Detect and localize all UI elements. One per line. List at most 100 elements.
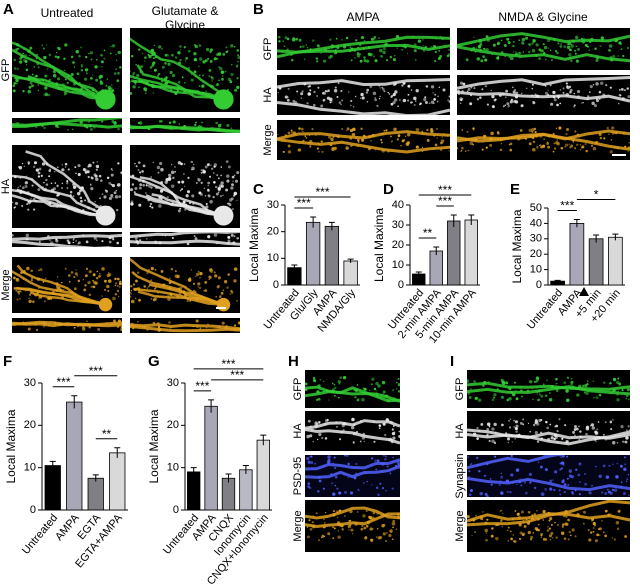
punctum xyxy=(566,455,569,458)
punctum xyxy=(162,188,166,191)
punctum xyxy=(424,100,428,105)
punctum xyxy=(578,136,581,138)
punctum xyxy=(346,127,350,131)
punctum xyxy=(336,510,340,514)
punctum xyxy=(101,120,104,123)
punctum xyxy=(343,474,345,476)
punctum xyxy=(212,85,214,87)
punctum xyxy=(500,475,504,479)
punctum xyxy=(27,162,30,165)
punctum xyxy=(536,393,538,395)
punctum xyxy=(154,268,157,271)
punctum xyxy=(120,326,122,329)
punctum xyxy=(500,519,503,522)
punctum xyxy=(382,390,386,394)
punctum xyxy=(306,46,309,49)
dendrite xyxy=(130,325,240,333)
punctum xyxy=(559,45,563,48)
punctum xyxy=(114,293,118,296)
punctum xyxy=(532,532,534,534)
punctum xyxy=(553,488,556,492)
punctum xyxy=(617,377,620,380)
punctum xyxy=(561,525,564,528)
punctum xyxy=(308,134,311,137)
punctum xyxy=(168,173,172,178)
punctum xyxy=(168,121,172,124)
punctum xyxy=(14,67,17,70)
punctum xyxy=(493,98,497,102)
punctum xyxy=(619,464,623,468)
punctum xyxy=(554,426,556,428)
punctum xyxy=(77,164,81,168)
punctum xyxy=(222,289,225,292)
punctum xyxy=(236,77,239,80)
punctum xyxy=(198,57,203,61)
punctum xyxy=(330,137,334,141)
punctum xyxy=(104,209,106,211)
punctum xyxy=(507,437,510,441)
punctum xyxy=(430,45,432,48)
punctum xyxy=(627,151,629,153)
punctum xyxy=(357,140,360,143)
punctum xyxy=(341,424,345,428)
punctum xyxy=(117,319,122,323)
punctum xyxy=(549,49,552,52)
punctum xyxy=(477,464,480,467)
punctum xyxy=(194,275,197,278)
punctum xyxy=(169,70,173,75)
punctum xyxy=(110,173,114,177)
punctum xyxy=(627,398,630,401)
punctum xyxy=(12,234,14,237)
scale-bar xyxy=(612,154,626,156)
punctum xyxy=(47,235,50,238)
punctum xyxy=(481,148,484,151)
punctum xyxy=(552,150,555,153)
y-axis-label: Local Maxima xyxy=(372,208,386,282)
punctum xyxy=(87,280,91,285)
punctum xyxy=(565,440,569,444)
punctum xyxy=(15,277,19,281)
punctum xyxy=(512,90,516,94)
punctum xyxy=(178,61,182,65)
punctum xyxy=(509,530,512,533)
punctum xyxy=(528,511,530,513)
dendrite xyxy=(457,90,630,103)
punctum xyxy=(215,192,219,196)
punctum xyxy=(199,125,203,129)
punctum xyxy=(381,394,383,396)
punctum xyxy=(622,131,626,135)
y-axis-label: Local Maxima xyxy=(4,409,18,483)
punctum xyxy=(531,87,534,90)
punctum xyxy=(19,190,23,194)
punctum xyxy=(332,537,335,540)
punctum xyxy=(60,281,63,284)
punctum xyxy=(157,325,161,329)
punctum xyxy=(232,241,236,245)
punctum xyxy=(569,534,572,537)
punctum xyxy=(340,524,344,528)
punctum xyxy=(553,98,557,102)
punctum xyxy=(612,377,617,382)
punctum xyxy=(14,206,16,208)
punctum xyxy=(351,425,355,430)
punctum xyxy=(417,39,422,43)
punctum xyxy=(582,510,587,514)
punctum xyxy=(534,134,539,138)
punctum xyxy=(24,47,27,49)
punctum xyxy=(568,85,572,89)
punctum xyxy=(424,96,427,99)
punctum xyxy=(433,102,435,104)
punctum xyxy=(307,419,311,423)
punctum xyxy=(26,266,30,271)
punctum xyxy=(557,97,559,100)
punctum xyxy=(197,282,201,286)
punctum xyxy=(135,239,139,244)
punctum xyxy=(116,241,119,245)
punctum xyxy=(373,387,377,391)
punctum xyxy=(330,473,333,476)
punctum xyxy=(100,179,103,182)
punctum xyxy=(479,43,483,46)
punctum xyxy=(75,269,77,271)
punctum xyxy=(115,53,117,56)
punctum xyxy=(347,476,350,479)
